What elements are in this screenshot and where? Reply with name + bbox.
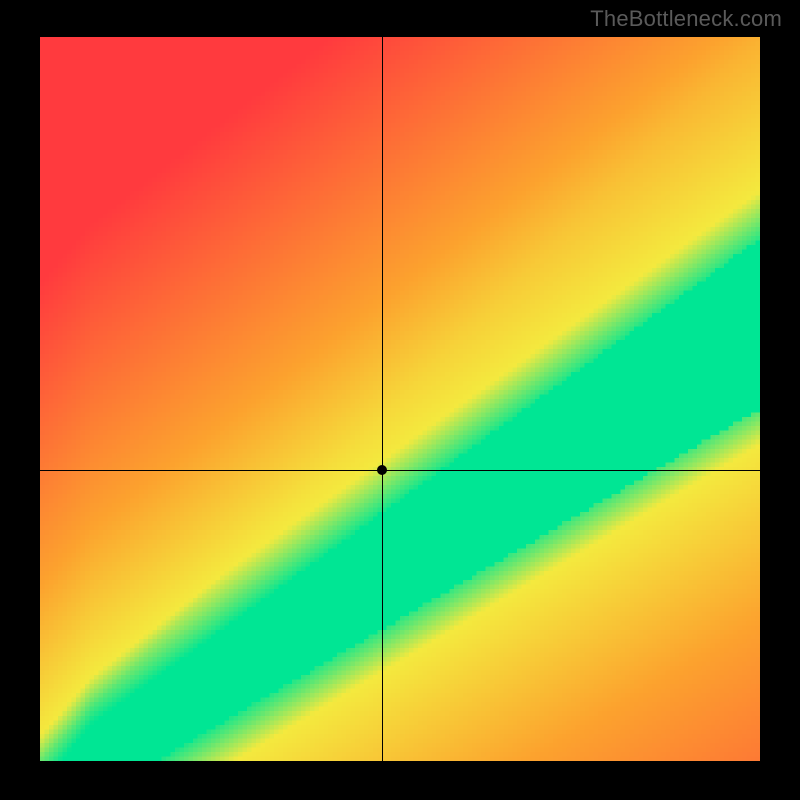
crosshair-vertical	[382, 37, 383, 761]
heatmap-canvas	[40, 37, 760, 761]
crosshair-marker	[377, 465, 387, 475]
crosshair-horizontal	[40, 470, 760, 471]
watermark-text: TheBottleneck.com	[590, 6, 782, 32]
bottleneck-heatmap	[40, 37, 760, 761]
